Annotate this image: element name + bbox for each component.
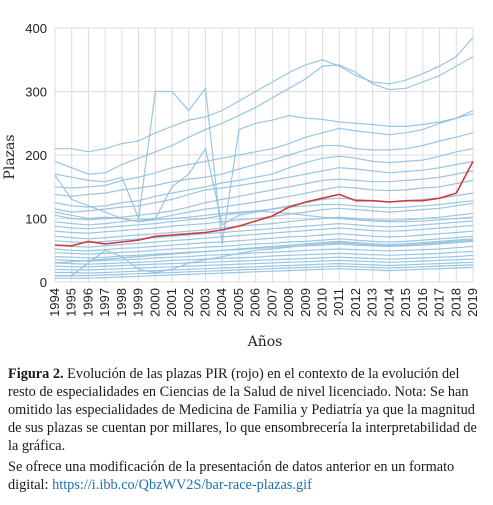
series-line <box>54 224 474 248</box>
series-line <box>55 37 474 153</box>
figure-caption: Figura 2. Evolución de las plazas PIR (r… <box>8 365 486 494</box>
x-tick-label: 2008 <box>281 288 296 317</box>
x-tick-label: 2005 <box>231 288 246 317</box>
series-line <box>55 239 474 277</box>
series-line <box>54 202 474 234</box>
y-axis-title: Plazas <box>2 134 18 179</box>
series-line <box>54 148 474 208</box>
series-line <box>54 132 474 197</box>
y-tick-label: 0 <box>40 275 47 290</box>
x-tick-label: 1998 <box>114 288 129 317</box>
caption-link[interactable]: https://i.ibb.co/QbzWV2S/bar-race-plazas… <box>52 477 312 493</box>
y-tick-label: 100 <box>25 212 47 227</box>
other-series-group <box>54 37 474 279</box>
series-line <box>54 245 474 262</box>
y-tick-label: 400 <box>25 21 47 36</box>
x-tick-label: 2002 <box>181 288 196 317</box>
series-line <box>55 266 474 279</box>
x-tick-label: 2004 <box>214 288 229 317</box>
x-tick-label: 2000 <box>147 288 162 317</box>
x-tick-label: 2010 <box>315 288 330 317</box>
x-tick-label: 2013 <box>365 288 380 317</box>
y-tick-label: 300 <box>25 85 47 100</box>
series-line <box>54 238 474 264</box>
x-tick-label: 2009 <box>298 288 313 317</box>
x-tick-label: 2019 <box>465 288 480 317</box>
x-tick-label: 2003 <box>197 288 212 317</box>
x-tick-label: 2011 <box>331 288 346 316</box>
x-tick-label: 2001 <box>164 288 179 317</box>
caption-label: Figura 2. <box>8 366 64 382</box>
x-tick-label: 2014 <box>381 288 396 317</box>
series-line <box>54 220 474 244</box>
series-line <box>54 147 474 226</box>
x-tick-label: 2007 <box>264 288 279 317</box>
x-tick-label: 1994 <box>47 288 62 317</box>
x-tick-label: 2006 <box>248 288 263 317</box>
series-line <box>54 254 474 268</box>
x-tick-label: 1999 <box>131 288 146 317</box>
x-tick-label: 1995 <box>64 288 79 317</box>
x-axis-ticks: 1994 1995 1996 1997 1998 1999 2000 2001 2002 2003… <box>47 288 480 317</box>
series-line <box>54 212 474 240</box>
caption-note: Se ofrece una modificación de la present… <box>8 459 455 493</box>
y-tick-label: 200 <box>25 148 47 163</box>
highlight-series-line <box>54 161 474 247</box>
caption-text: Evolución de las plazas PIR (rojo) en el… <box>8 366 477 454</box>
series-line <box>54 235 474 255</box>
series-line <box>54 56 474 175</box>
series-line <box>55 261 474 274</box>
x-tick-label: 1997 <box>97 288 112 317</box>
x-tick-label: 2016 <box>415 288 430 317</box>
x-tick-label: 2012 <box>348 288 363 317</box>
x-tick-label: 2018 <box>448 288 463 317</box>
series-line <box>55 264 474 277</box>
highlight-series-group <box>54 161 474 247</box>
series-line <box>54 109 474 189</box>
y-axis-ticks: 0 100 200 300 400 <box>25 21 47 290</box>
x-tick-label: 1996 <box>80 288 95 317</box>
series-line <box>54 179 474 226</box>
series-line <box>54 250 474 265</box>
x-tick-label: 2017 <box>432 288 447 317</box>
series-line <box>54 170 474 221</box>
series-line <box>54 86 474 244</box>
series-line <box>54 258 474 271</box>
series-line <box>54 160 474 213</box>
series-line <box>54 230 474 252</box>
x-tick-label: 2015 <box>398 288 413 317</box>
x-axis-title: Años <box>247 334 283 350</box>
